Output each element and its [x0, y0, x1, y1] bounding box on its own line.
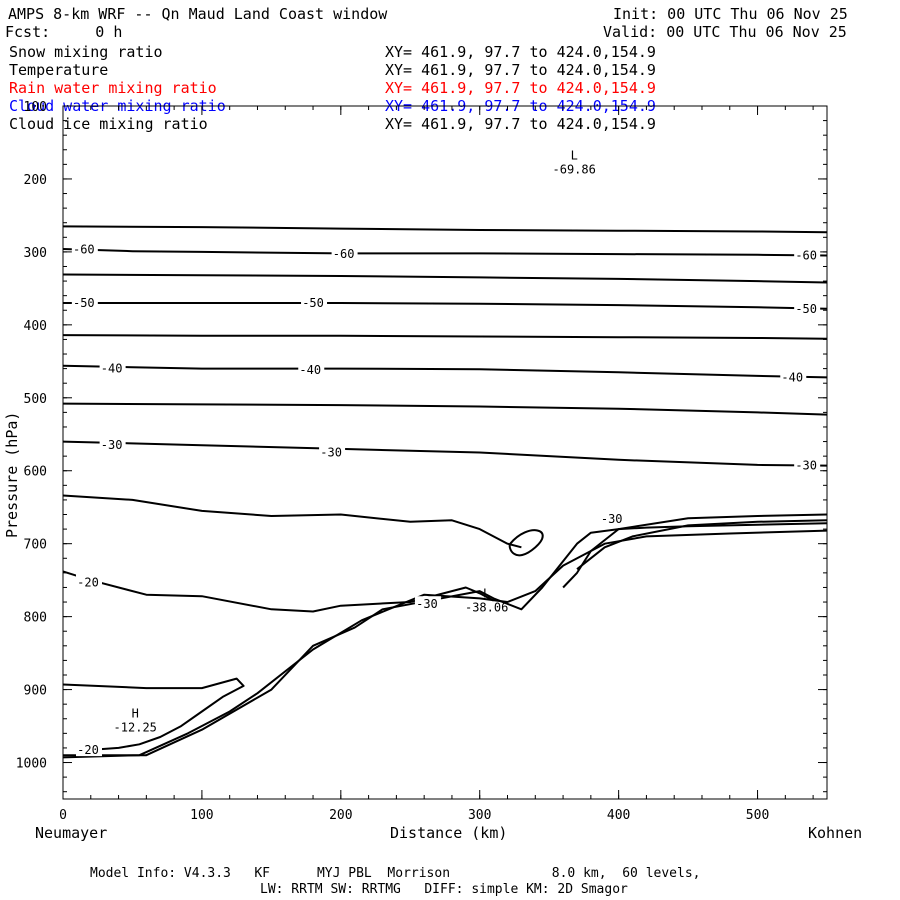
legend-label-rain: Rain water mixing ratio [9, 79, 217, 97]
extremum-marker: L [483, 586, 490, 600]
contour-label: -40 [299, 363, 321, 377]
right-endpoint-label: Kohnen [808, 824, 863, 842]
contour-label: -40 [781, 370, 803, 384]
contour-label: -60 [795, 249, 817, 263]
model-info-line1: Model Info: V4.3.3 KF MYJ PBL Morrison 8… [90, 866, 701, 881]
x-tick-label: 500 [746, 808, 769, 823]
y-tick-label: 600 [24, 465, 47, 480]
contour-label: -30 [320, 446, 342, 460]
y-tick-label: 200 [24, 173, 47, 188]
closed-contour [508, 529, 544, 557]
x-tick-label: 100 [190, 808, 213, 823]
init-time: Init: 00 UTC Thu 06 Nov 25 [613, 5, 848, 23]
contour-label-bg [794, 300, 821, 315]
isotherm-line [62, 364, 828, 379]
left-endpoint-label: Neumayer [35, 824, 108, 842]
isotherm-line [62, 570, 495, 613]
y-tick-label: 500 [24, 392, 47, 407]
contour-label-bg [99, 437, 126, 452]
contour-label-bg [76, 574, 103, 589]
isotherm-line [62, 440, 828, 467]
legend-xy-cloud-ice: XY= 461.9, 97.7 to 424.0,154.9 [385, 115, 656, 133]
contour-label-bg [331, 246, 358, 261]
contour-label-bg [414, 596, 441, 611]
extremum-value: -69.86 [553, 163, 596, 177]
isotherm-line [576, 519, 828, 570]
plot-frame [62, 105, 828, 800]
contour-label-bg [99, 360, 126, 375]
extremum-marker: H [132, 707, 139, 721]
y-tick-label: 1000 [16, 757, 47, 772]
forecast-hour: Fcst: 0 h [5, 23, 123, 41]
contour-label-bg [298, 362, 325, 377]
x-tick-label: 200 [329, 808, 352, 823]
isotherm-line [62, 248, 828, 257]
isotherm-line [63, 302, 828, 310]
terrain-contour-upper [63, 522, 828, 757]
contour-label-bg [794, 247, 821, 262]
y-axis-label: Pressure (hPa) [3, 411, 21, 538]
x-axis-label: Distance (km) [390, 824, 508, 842]
legend-label-cloud-ice: Cloud ice mixing ratio [9, 115, 208, 133]
contour-label-bg [599, 510, 626, 525]
extremum-value: -12.25 [114, 721, 157, 735]
contour-label: -30 [101, 438, 123, 452]
contour-label-bg [301, 294, 328, 309]
legend-label-snow: Snow mixing ratio [9, 43, 163, 61]
contour-label: -60 [73, 243, 95, 257]
x-tick-label: 0 [59, 808, 67, 823]
contour-label: -20 [77, 743, 99, 757]
contour-label: -60 [333, 247, 355, 261]
contour-label: -20 [77, 575, 99, 589]
x-tick-label: 400 [607, 808, 630, 823]
y-tick-label: 800 [24, 611, 47, 626]
legend-label-temperature: Temperature [9, 61, 109, 79]
contour-label-bg [794, 457, 821, 472]
y-tick-label: 900 [24, 684, 47, 699]
legend-xy-temperature: XY= 461.9, 97.7 to 424.0,154.9 [385, 61, 656, 79]
model-info-line2: LW: RRTM SW: RRTMG DIFF: simple KM: 2D S… [260, 882, 628, 897]
isotherm-line [62, 273, 828, 284]
contour-label: -50 [73, 296, 95, 310]
contour-label: -40 [101, 362, 123, 376]
contour-label: -30 [416, 597, 438, 611]
isotherm-line [62, 225, 828, 234]
isotherm-line [62, 677, 245, 751]
legend-xy-rain: XY= 461.9, 97.7 to 424.0,154.9 [385, 79, 656, 97]
contour-label: -50 [795, 302, 817, 316]
contour-label: -30 [601, 512, 623, 526]
contour-label-bg [319, 444, 346, 459]
y-tick-label: 300 [24, 246, 47, 261]
isotherm-line [62, 402, 828, 416]
contour-label-bg [71, 294, 98, 309]
contour-label-bg [71, 241, 98, 256]
contour-label: -50 [302, 296, 324, 310]
x-tick-label: 300 [468, 808, 491, 823]
y-tick-label: 100 [24, 100, 47, 115]
isotherm-line [62, 494, 522, 549]
y-tick-label: 700 [24, 538, 47, 553]
terrain-contour-lower [62, 529, 828, 759]
contour-label-bg [780, 369, 807, 384]
legend-xy-snow: XY= 461.9, 97.7 to 424.0,154.9 [385, 43, 656, 61]
contour-label-bg [76, 742, 103, 757]
isotherm-line [62, 334, 828, 340]
y-tick-label: 400 [24, 319, 47, 334]
valid-time: Valid: 00 UTC Thu 06 Nov 25 [603, 23, 847, 41]
extremum-marker: L [571, 149, 578, 163]
chart-title: AMPS 8-km WRF -- Qn Maud Land Coast wind… [8, 5, 388, 23]
contour-label: -30 [795, 459, 817, 473]
extremum-value: -38.06 [465, 600, 508, 614]
